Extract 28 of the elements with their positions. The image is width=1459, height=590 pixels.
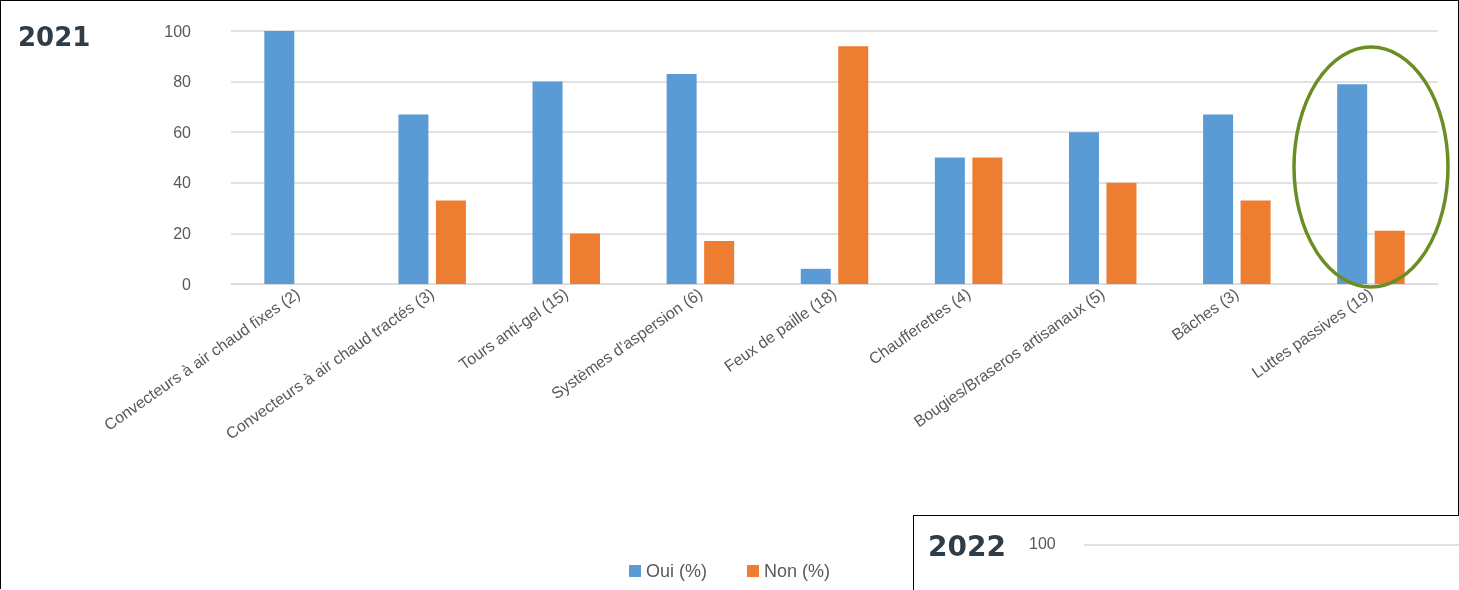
bar [435, 200, 466, 284]
bar [398, 114, 429, 284]
bar [1240, 200, 1271, 284]
bar [570, 233, 601, 284]
y-tick-label: 20 [173, 224, 192, 242]
legend-label: Non (%) [764, 561, 831, 581]
y-tick-label: 0 [182, 275, 192, 293]
chart-title: 2021 [18, 22, 91, 52]
bar [704, 240, 735, 284]
legend-label: Oui (%) [645, 561, 708, 581]
bar [532, 81, 563, 284]
text: 100 [1029, 535, 1056, 553]
bar [1203, 114, 1234, 284]
bar [972, 157, 1003, 284]
bar [666, 74, 697, 284]
bar [838, 46, 869, 284]
bar [1337, 84, 1368, 284]
bar [264, 31, 295, 284]
bar [934, 157, 965, 284]
bar [1106, 182, 1137, 284]
bar [1068, 132, 1099, 284]
y-tick-label: 80 [173, 73, 192, 91]
y-tick-label: 60 [173, 123, 192, 141]
y-tick-label: 100 [164, 22, 192, 40]
bar [1374, 230, 1405, 284]
bar [800, 268, 831, 284]
text: 2022 [928, 530, 1006, 563]
y-tick-label: 40 [173, 174, 192, 192]
